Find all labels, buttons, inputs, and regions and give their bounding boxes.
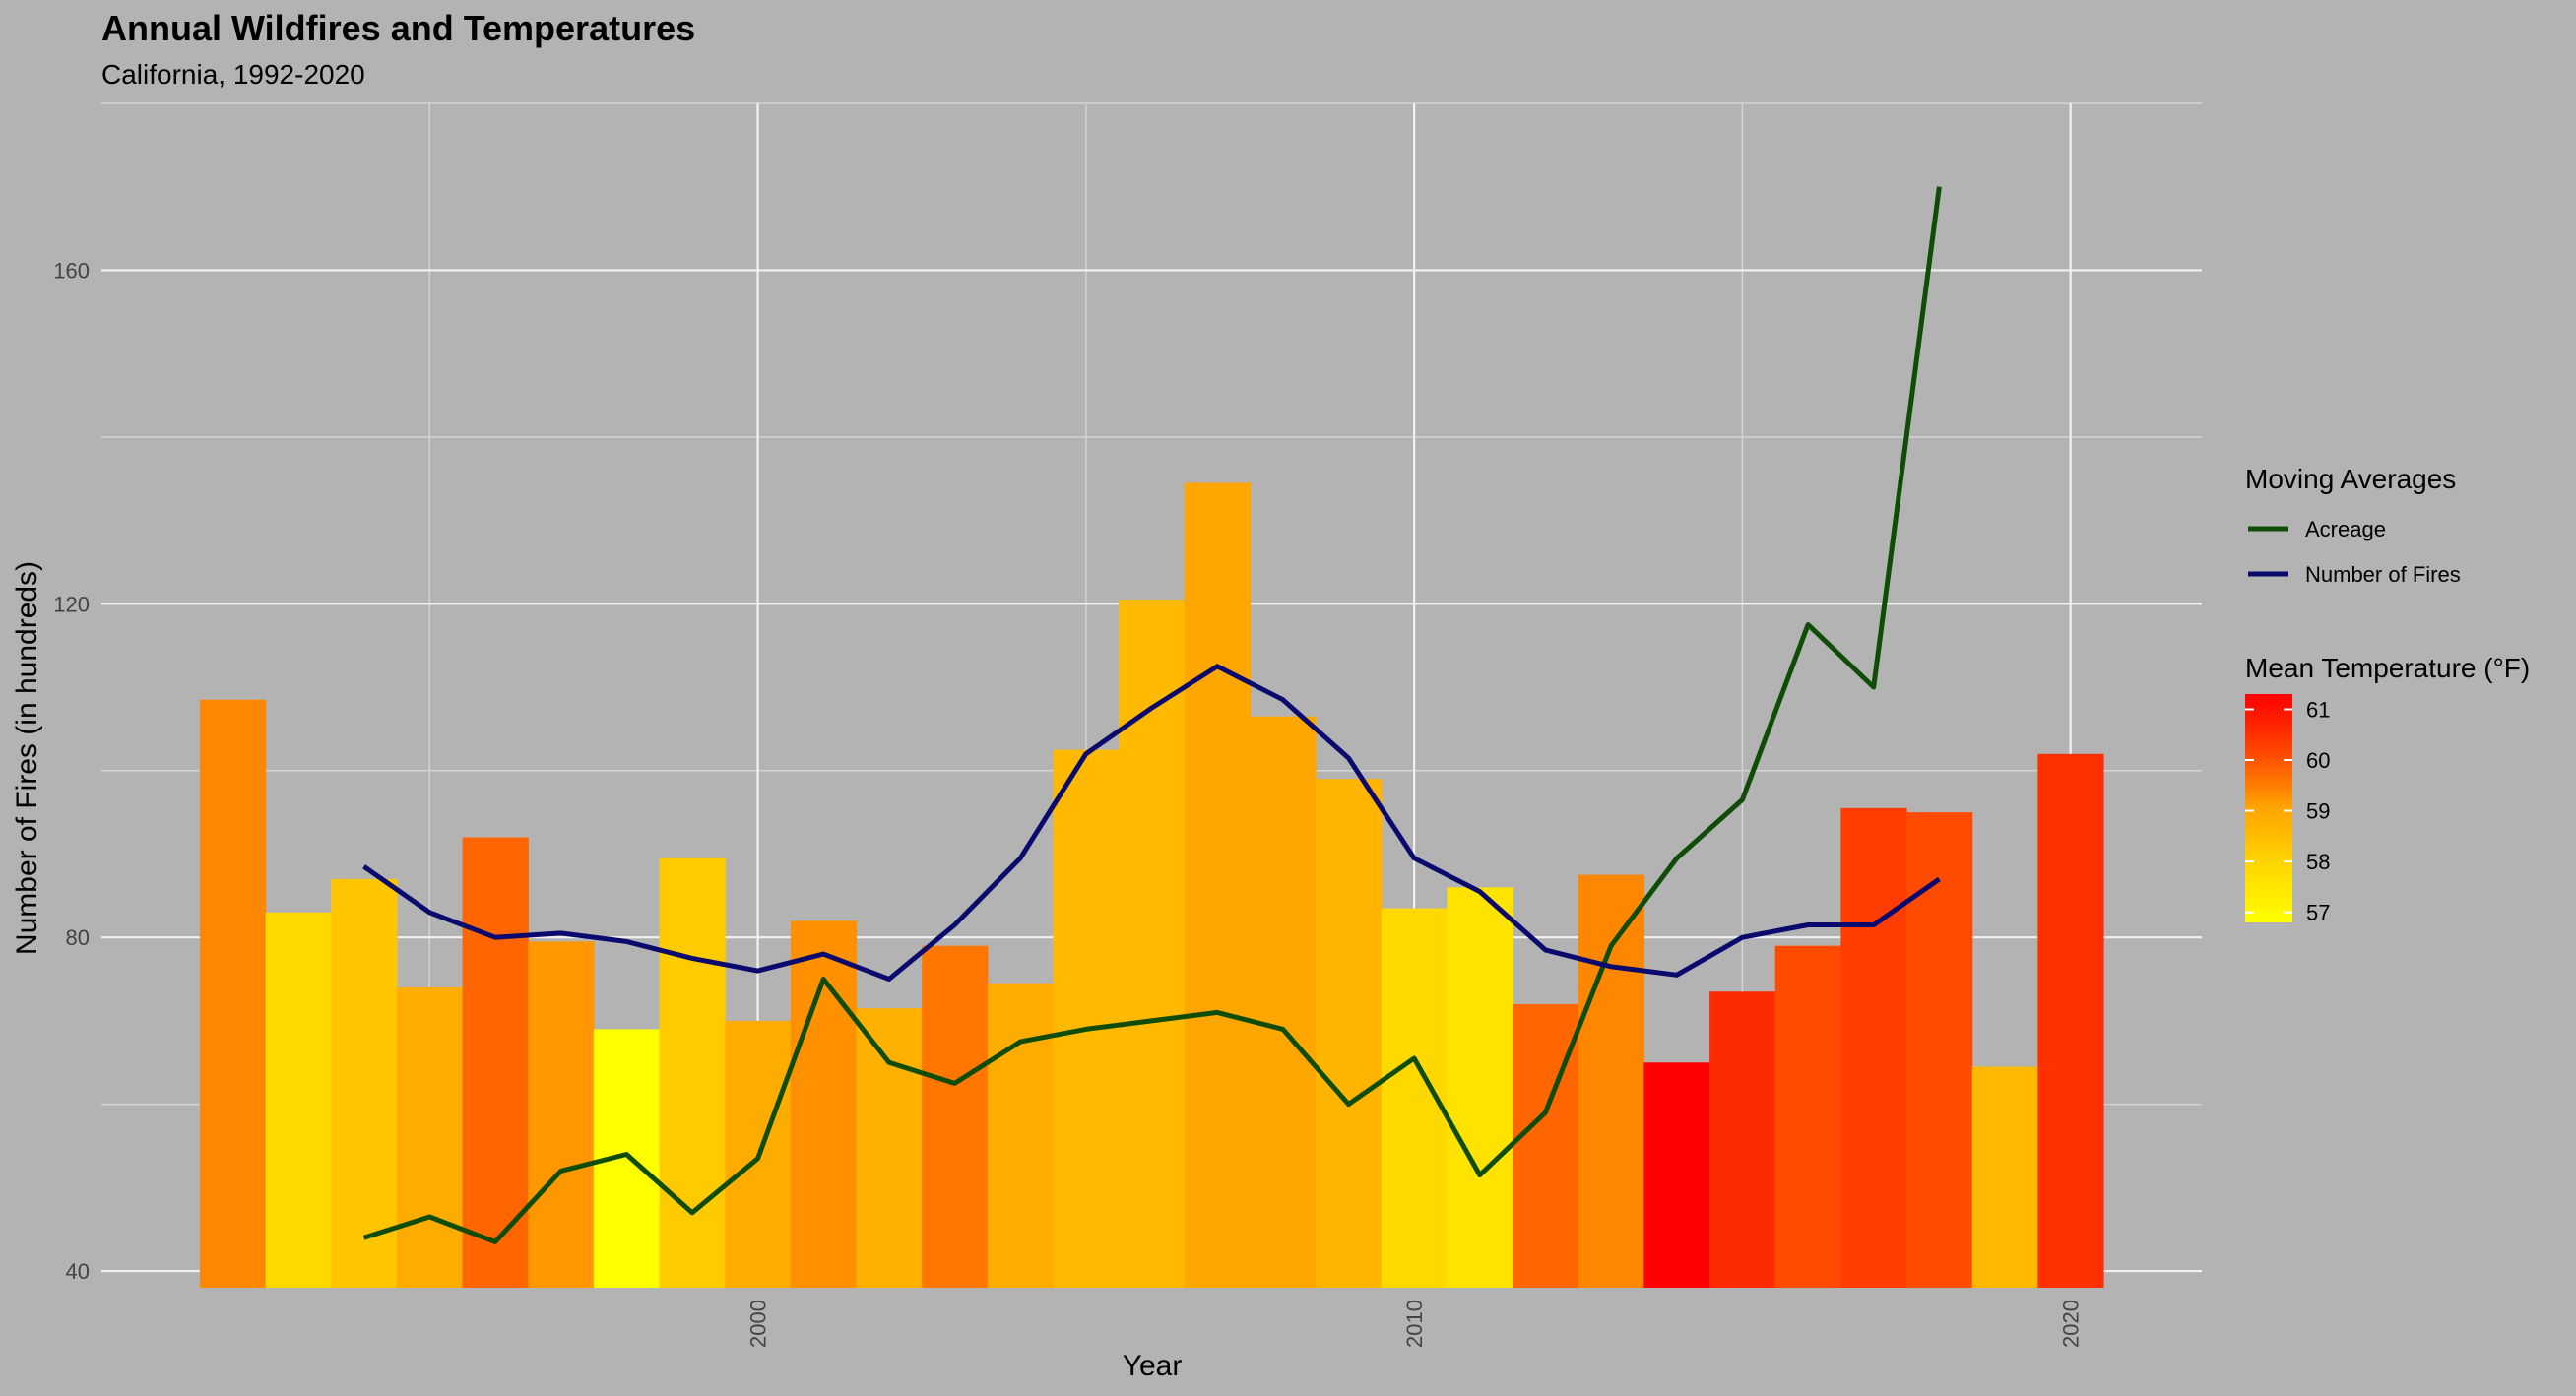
colorbar-tick-label: 60 xyxy=(2306,748,2330,773)
y-tick-label: 120 xyxy=(53,592,90,616)
x-tick-label: 2020 xyxy=(2059,1300,2084,1348)
x-axis-title: Year xyxy=(1123,1350,1183,1382)
bar-1996 xyxy=(462,837,529,1288)
series-line-number-of-fires xyxy=(362,664,1941,982)
bar-2006 xyxy=(1119,600,1186,1288)
bar-2018 xyxy=(1906,812,1973,1288)
x-axis-ticks: 2000 2010 2020 xyxy=(746,1300,2084,1348)
series-line-acreage xyxy=(362,186,1942,1244)
bar-2004 xyxy=(987,983,1055,1288)
bar-2019 xyxy=(1971,1066,2038,1288)
chart-subtitle: California, 1992-2020 xyxy=(101,59,365,90)
bar-2007 xyxy=(1184,482,1252,1288)
y-axis-ticks: 40 80 120 160 xyxy=(53,258,90,1284)
bar-2013 xyxy=(1578,874,1645,1288)
bar-1995 xyxy=(396,987,464,1288)
y-tick-label: 80 xyxy=(66,925,90,950)
bar-2017 xyxy=(1840,807,1907,1288)
colorbar-tick-label: 58 xyxy=(2306,850,2330,874)
colorbar-tick-label: 57 xyxy=(2306,901,2330,925)
colorbar-tick-label: 59 xyxy=(2306,799,2330,824)
legend: Moving Averages Acreage Number of Fires M… xyxy=(2245,464,2530,925)
bar-2009 xyxy=(1316,779,1383,1288)
legend-label: Acreage xyxy=(2305,517,2386,541)
legend-label: Number of Fires xyxy=(2305,562,2461,587)
bar-1994 xyxy=(331,878,398,1288)
chart-title: Annual Wildfires and Temperatures xyxy=(101,8,695,48)
bar-1999 xyxy=(659,857,726,1288)
colorbar-tick-label: 61 xyxy=(2306,697,2330,722)
x-tick-label: 2000 xyxy=(746,1300,771,1348)
bar-2001 xyxy=(790,920,858,1288)
bars xyxy=(199,482,2104,1288)
bar-2005 xyxy=(1053,749,1120,1288)
bar-1993 xyxy=(265,912,332,1288)
bar-2008 xyxy=(1250,716,1317,1288)
x-tick-label: 2010 xyxy=(1402,1300,1427,1348)
y-axis-title: Number of Fires (in hundreds) xyxy=(11,561,43,955)
bar-1997 xyxy=(528,941,595,1288)
bar-2002 xyxy=(856,1008,923,1288)
legend-lines-title: Moving Averages xyxy=(2245,464,2456,494)
colorbar-ticks: 61 60 59 58 57 xyxy=(2245,697,2330,925)
temperature-colorbar xyxy=(2245,694,2292,922)
bar-2016 xyxy=(1774,945,1841,1288)
bar-2015 xyxy=(1709,991,1776,1288)
legend-fill-title: Mean Temperature (°F) xyxy=(2245,653,2530,683)
legend-lines: Acreage Number of Fires xyxy=(2248,517,2461,587)
bar-2020 xyxy=(2037,753,2104,1288)
bar-2003 xyxy=(922,945,989,1288)
y-tick-label: 40 xyxy=(66,1259,90,1284)
bar-2011 xyxy=(1447,887,1513,1288)
bar-1992 xyxy=(199,699,267,1288)
bar-2014 xyxy=(1643,1062,1710,1288)
y-tick-label: 160 xyxy=(53,258,90,283)
series-lines xyxy=(362,186,1942,1244)
